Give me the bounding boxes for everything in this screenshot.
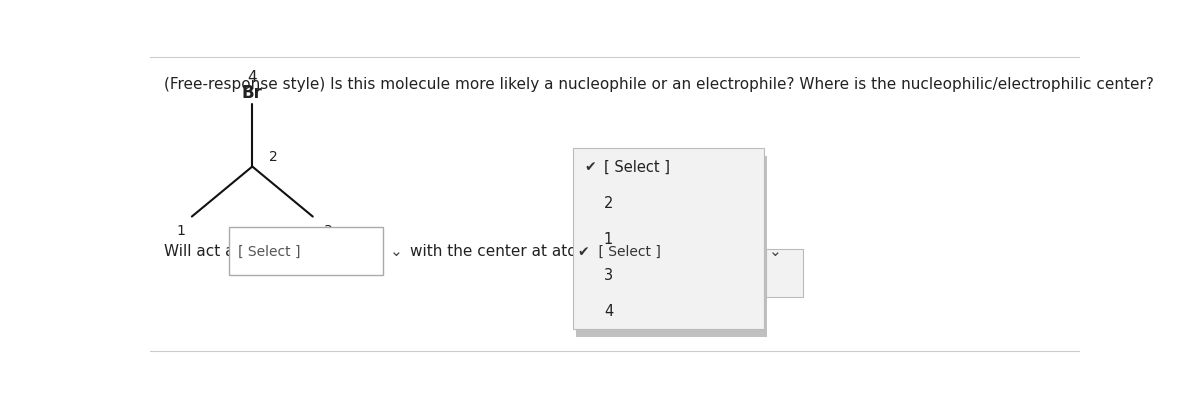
Text: 4: 4 [604, 304, 613, 319]
Text: Br: Br [242, 84, 263, 102]
Text: 3: 3 [324, 223, 332, 237]
Text: ⌄: ⌄ [768, 244, 781, 259]
Text: Will act as: Will act as [164, 244, 242, 259]
Text: 2: 2 [604, 195, 613, 210]
FancyBboxPatch shape [574, 148, 764, 329]
Text: 2: 2 [269, 150, 277, 164]
Text: 4: 4 [247, 70, 257, 85]
FancyBboxPatch shape [766, 249, 803, 297]
Text: 1: 1 [176, 223, 185, 237]
Text: [ Select ]: [ Select ] [604, 159, 670, 174]
Text: ✔  [ Select ]: ✔ [ Select ] [578, 244, 661, 258]
Text: (Free-response style) Is this molecule more likely a nucleophile or an electroph: (Free-response style) Is this molecule m… [164, 77, 1154, 92]
FancyBboxPatch shape [229, 227, 383, 275]
Text: 3: 3 [604, 268, 613, 282]
FancyBboxPatch shape [576, 156, 767, 337]
Text: ✔: ✔ [584, 160, 596, 173]
Text: ⌄: ⌄ [390, 244, 403, 259]
Text: [ Select ]: [ Select ] [239, 244, 301, 258]
Text: with the center at ato: with the center at ato [410, 244, 577, 259]
Text: 1: 1 [604, 231, 613, 246]
